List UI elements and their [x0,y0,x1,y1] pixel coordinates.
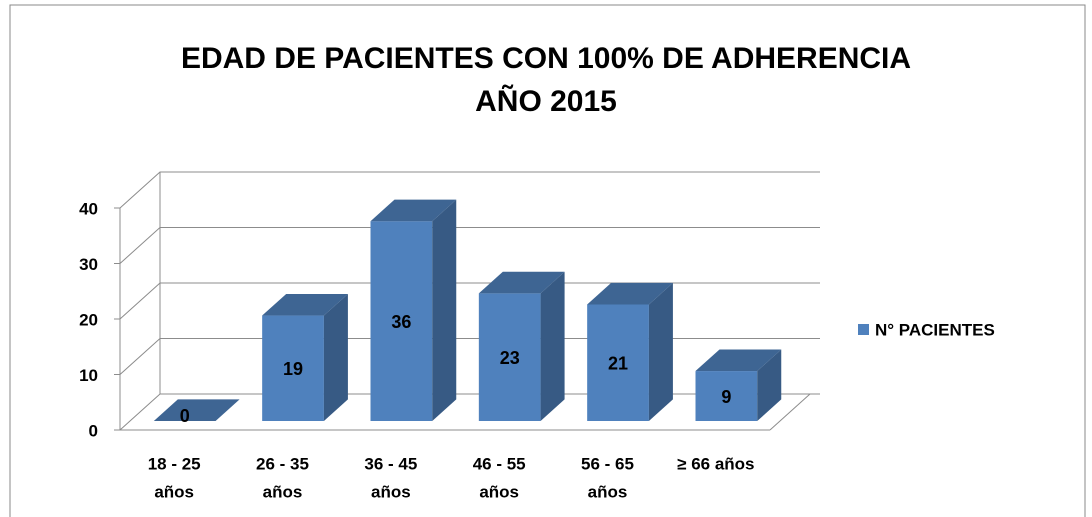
bar-top [153,399,240,421]
data-label: 23 [500,348,520,368]
x-tick-label: años [371,482,411,501]
grid-line [119,282,820,320]
grid-line [119,227,820,264]
x-tick-label: 36 - 45 [364,454,417,473]
x-tick-label: años [588,482,628,501]
bar [370,199,457,421]
x-tick-label: años [479,482,519,501]
y-tick-label: 40 [79,199,98,218]
bar [695,349,782,421]
bar-side [757,349,782,421]
bar [478,271,565,421]
x-tick-label: años [263,482,303,501]
grid-line [119,171,820,209]
data-label: 9 [721,387,731,407]
bar-top [262,293,348,316]
bar-front [262,315,324,421]
y-tick-label: 10 [79,366,98,385]
x-tick-label: 46 - 55 [473,454,526,473]
data-label: 21 [608,353,628,373]
bar-side [648,282,673,421]
bar-front [370,221,433,421]
chart-title: AÑO 2015 [475,84,617,118]
bar-side [540,271,565,421]
bar-top [587,282,673,305]
bar-side [432,199,457,421]
bar-top [695,349,782,372]
data-label: 0 [180,406,190,426]
bar-side [323,293,348,421]
x-tick-label: 26 - 35 [256,454,309,473]
chart-frame [9,4,1086,517]
bar-top [478,271,565,294]
floor-edge [769,393,811,431]
data-label: 19 [283,359,303,379]
bar-front [587,304,649,421]
bar-front [695,371,758,421]
data-label: 36 [391,312,411,332]
x-tick-label: 18 - 25 [148,454,201,473]
chart-title: EDAD DE PACIENTES CON 100% DE ADHERENCIA [181,42,911,75]
legend-label: N° PACIENTES [875,320,995,339]
bar [262,293,348,421]
bar-top [370,199,457,222]
x-tick-label: 56 - 65 [581,454,634,473]
y-tick-label: 20 [79,310,98,329]
bar [587,282,673,421]
bar [153,399,240,421]
y-tick-label: 0 [89,421,98,440]
x-tick-label: ≥ 66 años [677,454,754,473]
x-tick-label: años [154,482,194,501]
legend-swatch [858,324,869,335]
y-tick-label: 30 [79,255,98,274]
bar-front [478,293,541,421]
